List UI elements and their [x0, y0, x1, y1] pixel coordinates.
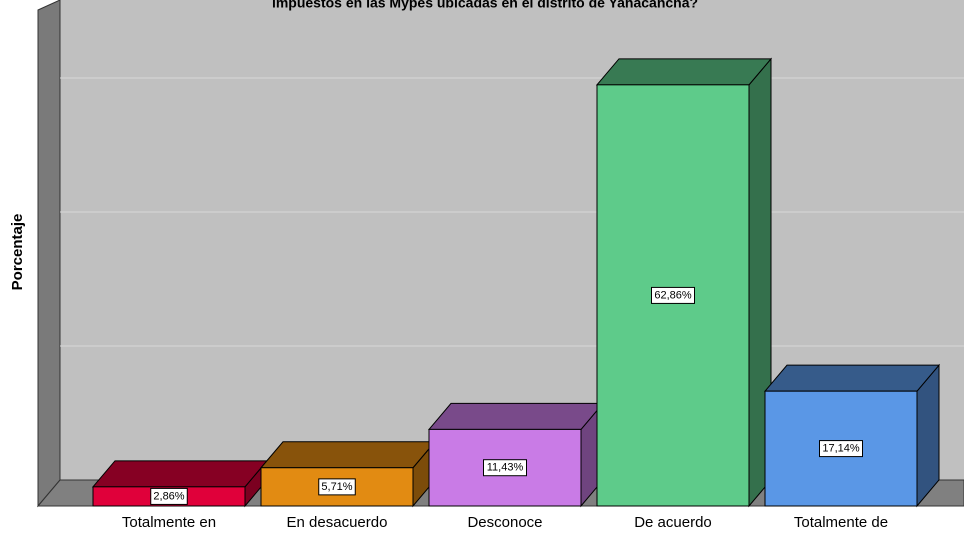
value-label-box — [819, 440, 863, 458]
value-label: 62,86% — [654, 289, 692, 301]
x-tick-label: Totalmente en — [122, 514, 216, 531]
value-label: 5,71% — [321, 481, 352, 493]
value-label: 11,43% — [487, 462, 524, 474]
bar-top — [595, 58, 773, 86]
value-label-box — [651, 286, 695, 304]
bar-top — [427, 402, 605, 430]
bar-top — [763, 364, 941, 392]
value-label: 17,14% — [822, 442, 860, 454]
x-tick-label: Desconoce — [467, 514, 542, 531]
value-label-box — [318, 478, 356, 496]
value-label-box — [150, 487, 188, 505]
value-label-box — [483, 459, 527, 477]
x-tick-label: De acuerdo — [634, 514, 712, 531]
value-label: 2,86% — [153, 490, 184, 502]
bar-top — [259, 441, 437, 469]
x-tick-label: En desacuerdo — [287, 514, 388, 531]
left-wall — [37, 0, 61, 508]
y-axis-label: Porcentaje — [9, 214, 26, 291]
x-tick-label: Totalmente de — [794, 514, 888, 531]
chart-title: impuestos en las Mypes ubicadas en el di… — [272, 0, 698, 11]
bar-top — [91, 460, 269, 488]
